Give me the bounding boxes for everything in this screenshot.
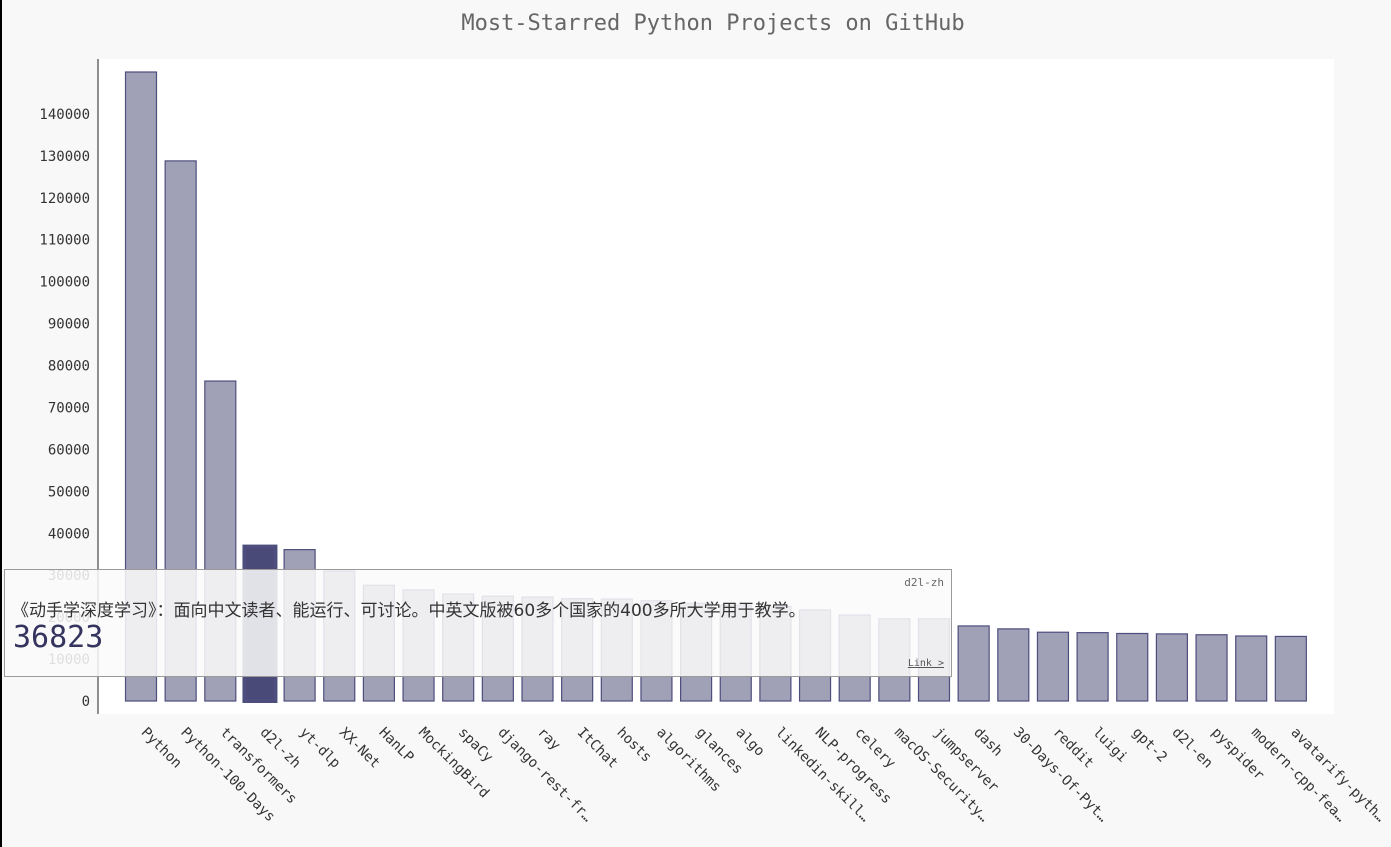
- y-tick-label: 70000: [48, 400, 90, 416]
- y-tick-label: 90000: [48, 317, 90, 333]
- x-tick-label: dash: [970, 725, 1005, 760]
- y-tick-label: 50000: [48, 484, 90, 500]
- x-tick-label: ItChat: [574, 725, 621, 772]
- y-tick-label: 130000: [39, 149, 90, 165]
- bar-avatarify-pyth…[interactable]: [1274, 635, 1307, 702]
- y-tick-label: 100000: [39, 275, 90, 291]
- bar-d2l-en[interactable]: [1155, 633, 1189, 702]
- tooltip-value: 36823: [13, 620, 104, 655]
- bar-dash[interactable]: [957, 625, 990, 702]
- x-tick-label: ray: [534, 725, 563, 754]
- x-tick-label: gpt-2: [1129, 725, 1170, 766]
- x-tick-label: d2l-en: [1169, 725, 1216, 772]
- tooltip-project-name: d2l-zh: [904, 576, 944, 589]
- x-tick-label: algo: [732, 725, 767, 760]
- y-tick-label: 0: [82, 694, 90, 710]
- chart-title: Most-Starred Python Projects on GitHub: [461, 11, 964, 36]
- bar-30-Days-Of-Pyt…[interactable]: [997, 628, 1030, 702]
- tooltip: d2l-zh 《动手学深度学习》：面向中文读者、能运行、可讨论。中英文版被60多…: [4, 569, 952, 677]
- x-tick-label: MockingBird: [415, 725, 492, 802]
- y-tick-label: 80000: [48, 359, 90, 375]
- x-tick-label: Python: [138, 725, 185, 772]
- bar-gpt-2[interactable]: [1116, 632, 1149, 702]
- tooltip-description: 《动手学深度学习》：面向中文读者、能运行、可讨论。中英文版被60多个国家的400…: [12, 601, 806, 621]
- bar-modern-cpp-fea…[interactable]: [1235, 635, 1268, 702]
- y-tick-label: 40000: [48, 526, 90, 542]
- y-tick-label: 110000: [39, 233, 90, 249]
- x-axis-labels: PythonPython-100-Daystransformersd2l-zhy…: [138, 725, 1389, 826]
- x-tick-label: yt-dlp: [296, 725, 343, 772]
- bar-pyspider[interactable]: [1195, 634, 1228, 702]
- bar-luigi[interactable]: [1076, 632, 1109, 702]
- bar-reddit[interactable]: [1036, 631, 1070, 702]
- tooltip-link[interactable]: Link >: [907, 658, 944, 669]
- y-tick-label: 60000: [48, 442, 90, 458]
- y-tick-label: 120000: [39, 191, 90, 207]
- x-tick-label: XX-Net: [336, 725, 383, 772]
- y-tick-label: 140000: [39, 107, 90, 123]
